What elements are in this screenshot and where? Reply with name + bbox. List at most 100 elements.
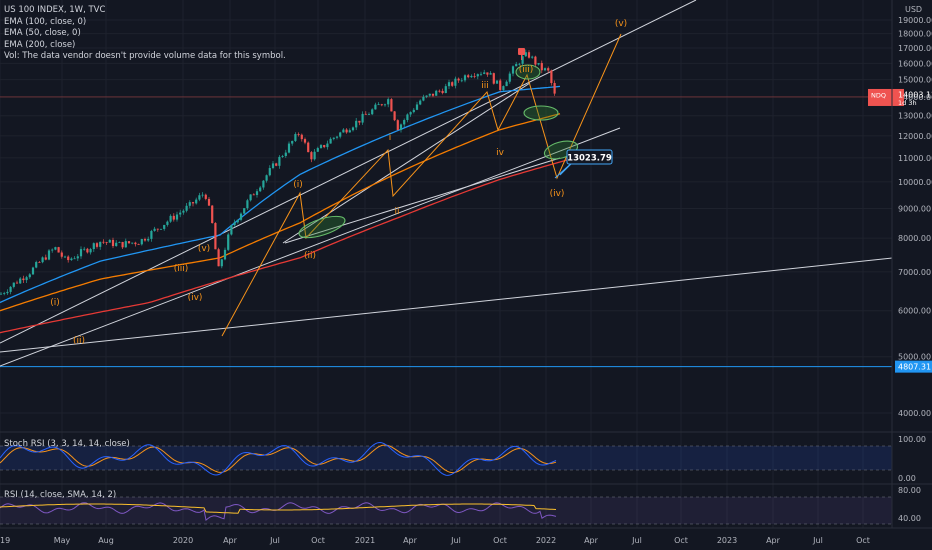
candle-body (438, 90, 441, 92)
candle-body (367, 114, 371, 115)
time-tick: Apr (223, 536, 238, 545)
candle-body (121, 241, 124, 248)
currency-label: USD (905, 5, 922, 14)
candle-body (60, 252, 63, 257)
time-tick: Oct (493, 536, 507, 545)
wave-label-w2: (ii) (73, 336, 85, 346)
candle-body (207, 198, 211, 206)
wave-label-w3: (iii) (174, 264, 189, 274)
candle-body (345, 129, 348, 133)
time-tick: Aug (98, 536, 114, 545)
candle-body (6, 291, 9, 294)
candle-body (355, 120, 358, 128)
candle-body (361, 113, 364, 123)
candle-body (99, 241, 102, 247)
candle-body (406, 114, 409, 121)
level-price-value: 4807.31 (898, 363, 931, 372)
rsi-sma-line (0, 503, 557, 514)
candle-body (393, 111, 396, 121)
candle-body (511, 66, 515, 74)
candle-body (486, 72, 489, 75)
wave-label-c_v: (v) (615, 19, 627, 29)
candle-body (339, 132, 342, 137)
trend-lines (0, 0, 893, 367)
price-tick: 15000.00 (898, 76, 932, 85)
candle-body (447, 82, 451, 87)
candle-body (543, 68, 547, 71)
candle-body (316, 148, 319, 152)
wave-label-s_ii: ii (394, 207, 399, 217)
candle-body (44, 257, 47, 260)
candle-body (214, 223, 217, 250)
time-tick: Oct (674, 536, 688, 545)
candle-body (431, 93, 435, 96)
candle-body (390, 99, 393, 112)
candle-body (131, 242, 134, 244)
candle-body (537, 63, 540, 65)
candle-body (380, 104, 383, 106)
candle-body (115, 242, 118, 247)
candle-body (508, 73, 511, 82)
candle-body (374, 104, 377, 110)
candle-body (441, 90, 444, 94)
candle-body (108, 239, 111, 243)
candle-body (233, 222, 236, 226)
candle-body (153, 228, 156, 231)
candle-body (454, 78, 457, 86)
candle-body (383, 104, 387, 106)
candle-body (319, 145, 323, 149)
price-axis: 19000.00 18000.00 17000.00 16000.00 15000.00… (0, 0, 932, 528)
time-tick: Jul (269, 536, 280, 545)
rsi-label: RSI (14, close, SMA, 14, 2) (4, 490, 117, 500)
rsi-pane: 80.00 40.00 (0, 486, 921, 525)
price-tick: 9000.00 (898, 204, 931, 213)
candle-body (358, 120, 361, 123)
last-price-symbol: NDQ (871, 91, 886, 99)
candle-body (300, 134, 303, 140)
candle-body (540, 63, 543, 71)
candle-body (156, 228, 159, 230)
candle-body (150, 230, 153, 239)
time-tick: 2023 (717, 536, 737, 545)
projection-box (566, 149, 613, 165)
candle-body (457, 78, 460, 81)
candle-body (86, 248, 89, 253)
candle-body (534, 56, 537, 65)
candle-body (262, 180, 265, 188)
ema-100-line (0, 113, 561, 312)
time-tick: Apr (766, 536, 781, 545)
last-price-countdown: 1d 3h (898, 99, 917, 107)
highlight-ellipse (515, 64, 541, 80)
legend-ema200: EMA (200, close) (4, 39, 76, 50)
candle-body (79, 249, 83, 257)
stoch-d-line (0, 444, 557, 474)
candle-body (326, 143, 329, 148)
price-tick: 12000.00 (898, 132, 932, 141)
candle-body (195, 199, 198, 204)
time-tick: 2020 (173, 536, 193, 545)
candle-body (70, 258, 73, 261)
candle-body (425, 95, 428, 97)
candle-body (137, 244, 140, 245)
legend-symbol: US 100 INDEX, 1W, TVC (4, 5, 106, 15)
candle-body (409, 112, 412, 115)
candle-body (259, 187, 262, 192)
time-tick: Oct (311, 536, 325, 545)
candle-body (323, 145, 326, 148)
candle-body (428, 93, 431, 96)
candle-body (172, 215, 175, 220)
wave-label-c_iii: (iii) (519, 65, 534, 75)
candle-body (463, 75, 467, 81)
candle-body (547, 68, 550, 71)
inner-channel-top (282, 82, 531, 244)
candle-body (249, 194, 252, 201)
candle-body (415, 104, 419, 110)
candle-body (31, 267, 35, 275)
candle-body (329, 138, 332, 144)
candle-body (201, 194, 204, 196)
candle-body (297, 134, 300, 135)
price-tick: 13000.00 (898, 112, 932, 121)
candle-body (217, 249, 220, 267)
candle-body (291, 140, 294, 144)
